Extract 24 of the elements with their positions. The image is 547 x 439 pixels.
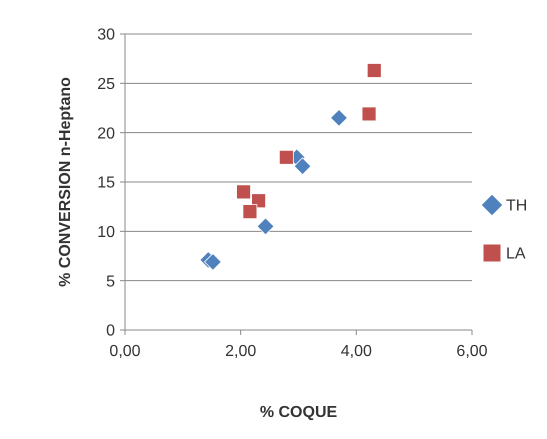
point	[236, 184, 251, 200]
x-axis-title: % COQUE	[260, 404, 338, 421]
x-tick-label: 0,00	[109, 343, 141, 360]
point	[204, 253, 222, 271]
y-tick-label: 0	[106, 322, 116, 340]
y-axis-title: % CONVERSION n-Heptano	[57, 76, 74, 287]
x-tick-label: 2,00	[225, 343, 256, 360]
point	[362, 106, 376, 122]
y-tick-label: 15	[97, 174, 116, 192]
y-tick-label: 20	[97, 125, 116, 142]
point	[366, 63, 382, 78]
point	[242, 204, 258, 219]
y-tick-label: 10	[97, 224, 116, 241]
x-tick-label: 6,00	[456, 343, 488, 360]
point	[294, 157, 312, 176]
legend-label: LA	[506, 246, 526, 263]
point	[278, 150, 294, 165]
point	[256, 218, 274, 236]
legend-label: TH	[506, 198, 528, 215]
y-tick-label: 5	[106, 273, 116, 290]
point	[330, 109, 348, 127]
x-tick-label: 4,00	[340, 343, 372, 360]
y-tick-label: 30	[97, 26, 116, 44]
y-tick-label: 25	[97, 76, 116, 93]
